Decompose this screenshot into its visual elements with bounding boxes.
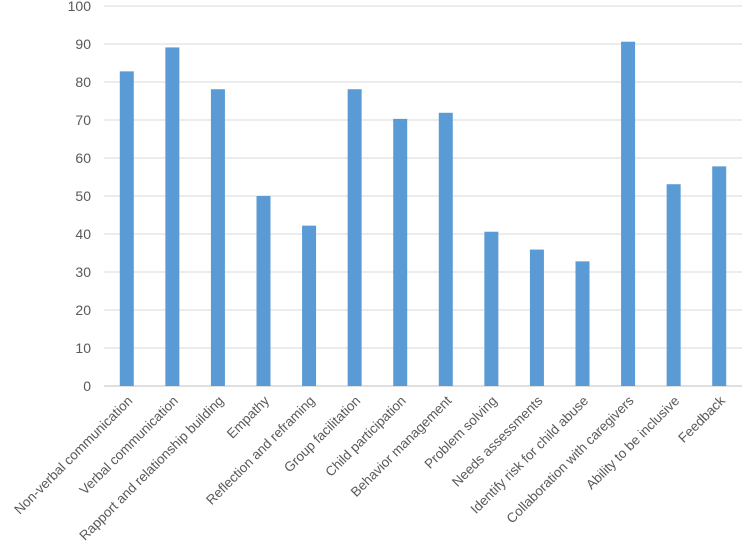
bar [119, 71, 134, 387]
bar [347, 89, 362, 386]
bar [210, 89, 225, 386]
bar [256, 196, 271, 386]
bar [393, 118, 408, 387]
y-tick-label: 80 [75, 74, 91, 90]
y-tick-label: 90 [75, 36, 91, 52]
bar [484, 231, 499, 386]
x-category-label: Ability to be inclusive [583, 393, 682, 492]
x-category-label: Feedback [675, 393, 728, 446]
y-tick-label: 10 [75, 340, 91, 356]
y-axis-ticks: 0 10 20 30 40 50 60 70 80 90 100 [68, 0, 92, 394]
y-tick-label: 60 [75, 150, 91, 166]
y-tick-label: 20 [75, 302, 91, 318]
bars [119, 41, 727, 387]
bar [575, 261, 590, 386]
y-tick-label: 100 [68, 0, 92, 14]
y-tick-label: 0 [83, 378, 91, 394]
bar [621, 41, 636, 386]
y-tick-label: 50 [75, 188, 91, 204]
x-category-label: Group facilitation [281, 393, 363, 475]
bar [302, 225, 317, 386]
bar [438, 112, 453, 386]
y-tick-label: 70 [75, 112, 91, 128]
y-tick-label: 40 [75, 226, 91, 242]
x-category-label: Child participation [322, 393, 408, 479]
bar [666, 184, 681, 386]
y-tick-label: 30 [75, 264, 91, 280]
gridlines [104, 5, 742, 387]
bar [529, 249, 544, 386]
bar [165, 47, 180, 387]
bar [712, 166, 727, 386]
